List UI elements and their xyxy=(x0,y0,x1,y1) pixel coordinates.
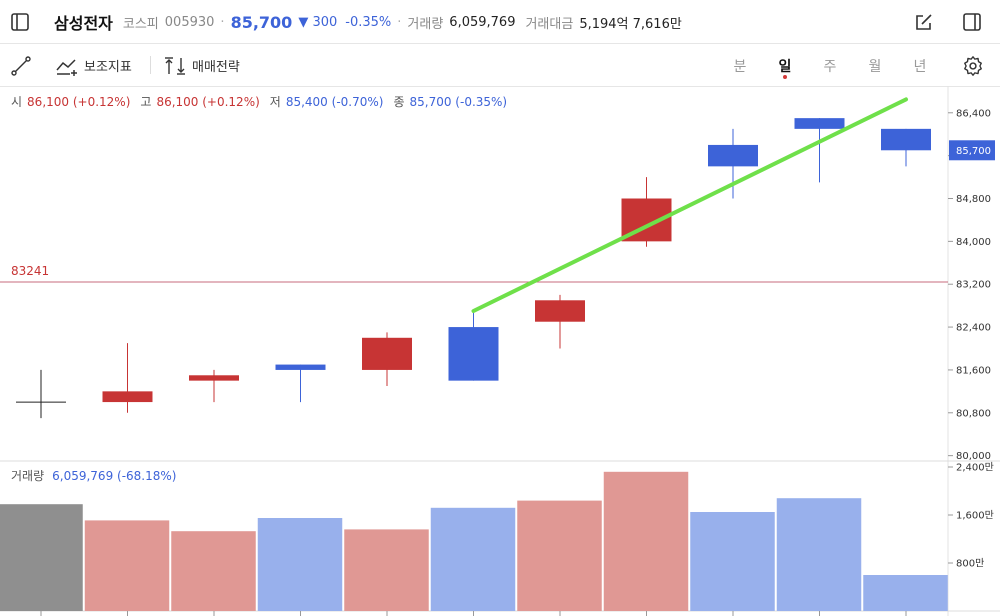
current-price: 85,700 xyxy=(230,12,293,32)
price-axis-label: 81,600 xyxy=(956,365,991,376)
price-axis-label: 80,800 xyxy=(956,408,991,419)
buy-sell-arrows-icon xyxy=(165,56,185,75)
volume-axis-label: 1,600만 xyxy=(956,510,994,522)
candle-body xyxy=(794,118,845,129)
low-value: 85,400 (-0.70%) xyxy=(285,95,384,109)
volume-bar xyxy=(430,507,516,611)
volume-bar xyxy=(0,504,83,611)
high-value: 86,100 (+0.12%) xyxy=(156,95,260,109)
candle-body xyxy=(448,327,499,381)
candle-body xyxy=(189,375,239,381)
volume-bar xyxy=(690,512,775,611)
price-axis-label: 84,800 xyxy=(956,194,991,205)
separator-dot: · xyxy=(397,14,402,30)
indicators-label: 보조지표 xyxy=(84,60,132,75)
period-week-tab[interactable]: 주 xyxy=(818,44,842,87)
open-label: 시 xyxy=(11,95,23,109)
open-value: 86,100 (+0.12%) xyxy=(27,95,131,109)
trendline xyxy=(471,97,908,313)
active-period-dot xyxy=(783,75,787,79)
volume-value: 6,059,769 xyxy=(449,14,516,30)
trade-amount-value: 5,194억 7,616만 xyxy=(579,16,682,32)
volume-bar xyxy=(517,500,602,611)
chart-settings-button[interactable] xyxy=(962,44,984,87)
period-month-tab[interactable]: 월 xyxy=(863,44,887,87)
period-minute-tab[interactable]: 분 xyxy=(728,44,752,87)
period-label: 월 xyxy=(868,58,882,75)
volume-bar xyxy=(257,518,343,611)
sidebar-toggle-icon[interactable] xyxy=(10,12,30,32)
line-draw-icon xyxy=(11,55,31,76)
price-axis-label: 86,400 xyxy=(956,108,991,119)
stock-info: 삼성전자 코스피 005930 · 85,700 ▼ 300 -0.35% · … xyxy=(54,0,682,44)
candle-body xyxy=(275,364,326,370)
price-change: ▼ 300 xyxy=(298,14,338,30)
period-label: 일 xyxy=(778,58,792,75)
gear-icon xyxy=(964,55,982,76)
period-label: 주 xyxy=(823,58,837,75)
indicator-chart-icon xyxy=(56,58,77,76)
toolbar-divider xyxy=(150,56,151,74)
candle-body xyxy=(708,144,758,167)
draw-tool-button[interactable] xyxy=(11,44,31,87)
price-axis-label: 80,000 xyxy=(956,451,991,462)
price-axis-label: 82,400 xyxy=(956,323,991,334)
stock-market: 코스피 xyxy=(122,16,159,32)
close-label: 종 xyxy=(393,95,405,109)
candle-body xyxy=(102,391,153,403)
volume-legend-value: 6,059,769 (-68.18%) xyxy=(52,469,177,483)
ohlc-legend: 시 86,100 (+0.12%) 고 86,100 (+0.12%) 저 85,400 … xyxy=(11,93,517,110)
low-label: 저 xyxy=(269,95,281,109)
stock-name[interactable]: 삼성전자 xyxy=(54,14,113,33)
candle-body xyxy=(535,300,585,322)
price-axis-label: 84,000 xyxy=(956,237,991,248)
chart-toolbar: 보조지표 매매전략 분 일 주 월 년 xyxy=(0,44,1000,87)
split-panel-icon[interactable] xyxy=(962,12,982,32)
high-label: 고 xyxy=(140,95,152,109)
period-label: 년 xyxy=(913,58,927,75)
period-day-tab[interactable]: 일 xyxy=(773,44,797,87)
volume-legend: 거래량 6,059,769 (-68.18%) xyxy=(11,467,176,484)
strategy-button[interactable]: 매매전략 xyxy=(164,44,240,87)
last-price-label: 85,700 xyxy=(956,146,991,157)
volume-legend-label: 거래량 xyxy=(11,469,45,483)
reference-line-label: 83241 xyxy=(11,264,50,278)
last-price-tag xyxy=(949,140,995,161)
volume-axis-label: 800만 xyxy=(956,558,984,570)
volume-bar xyxy=(603,471,689,611)
volume-axis-label: 2,400만 xyxy=(956,462,994,474)
volume-bar xyxy=(863,575,948,611)
candle-body xyxy=(362,337,412,370)
volume-label: 거래량 xyxy=(407,16,444,32)
price-axis-label: 83,200 xyxy=(956,280,991,291)
edit-icon[interactable] xyxy=(914,12,934,32)
period-label: 분 xyxy=(733,58,747,75)
separator-dot: · xyxy=(220,14,225,30)
price-change-pct: -0.35% xyxy=(345,14,392,30)
stock-code: 005930 xyxy=(164,14,215,30)
candle-body xyxy=(881,128,931,151)
stock-header: 삼성전자 코스피 005930 · 85,700 ▼ 300 -0.35% · … xyxy=(0,0,1000,44)
close-value: 85,700 (-0.35%) xyxy=(409,95,508,109)
indicators-button[interactable]: 보조지표 xyxy=(56,44,132,87)
trade-amount-label: 거래대금 xyxy=(525,16,574,32)
volume-bar xyxy=(84,520,170,611)
strategy-label: 매매전략 xyxy=(192,60,240,75)
volume-bar xyxy=(344,529,429,611)
period-year-tab[interactable]: 년 xyxy=(908,44,932,87)
volume-bar xyxy=(171,531,256,611)
volume-bar xyxy=(776,498,862,611)
